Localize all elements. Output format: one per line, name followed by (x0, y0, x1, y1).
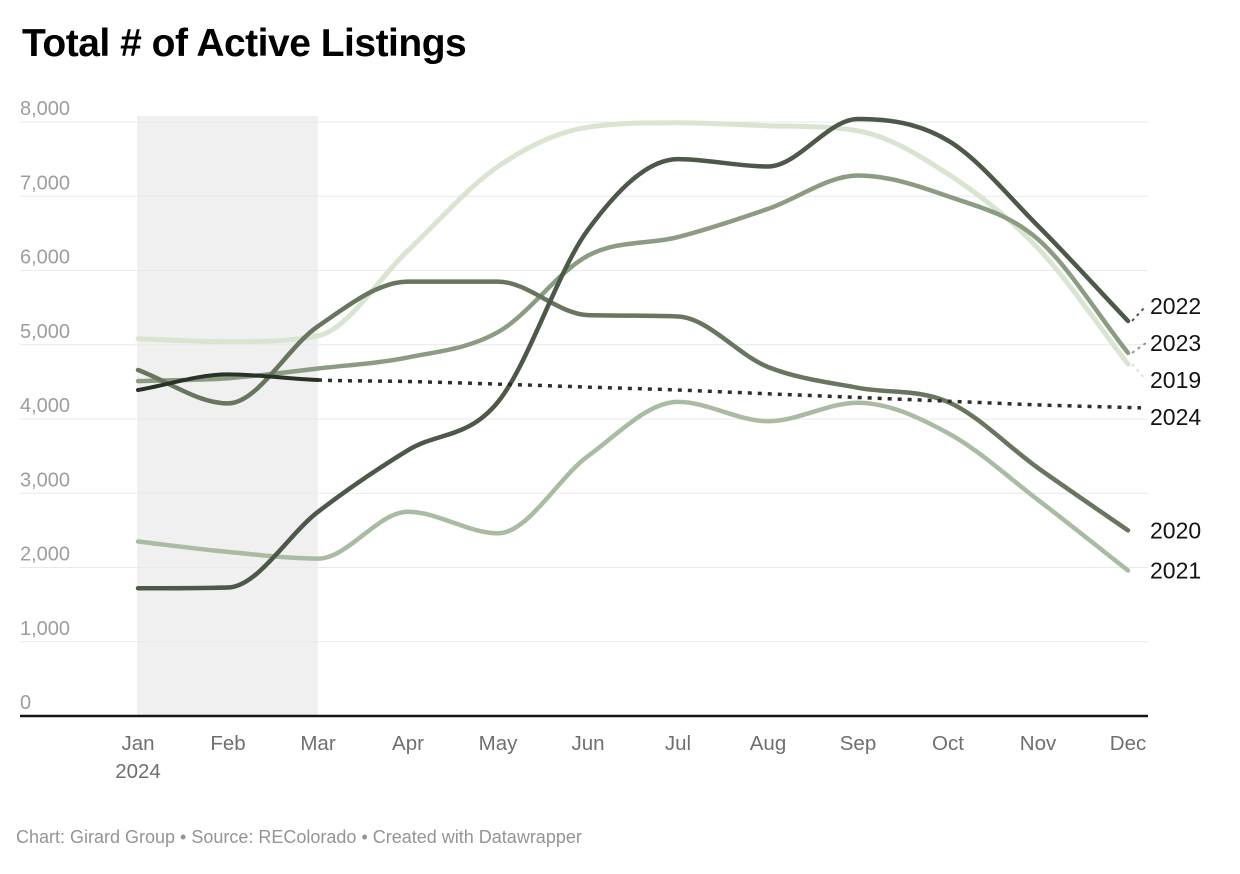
y-tick-label: 5,000 (20, 321, 70, 343)
highlight-band-jan-mar (137, 116, 318, 715)
label-leader-line-2019 (1131, 363, 1147, 381)
series-line-2022[interactable] (135, 116, 1131, 591)
y-tick-label: 1,000 (20, 618, 70, 640)
y-tick-label: 0 (20, 692, 31, 714)
chart-footer-byline: Chart: Girard Group • Source: REColorado… (16, 827, 582, 847)
x-tick-year-label: 2024 (115, 760, 161, 783)
label-leader-line-2022 (1131, 305, 1147, 322)
x-tick-label: Jul (665, 732, 691, 755)
series-label-2020[interactable]: 2020 (1150, 517, 1201, 543)
x-tick-label: Mar (300, 732, 335, 755)
x-tick-label: Nov (1020, 732, 1057, 755)
series-line-2020[interactable] (135, 279, 1131, 533)
y-tick-label: 6,000 (20, 247, 70, 269)
series-label-2024[interactable]: 2024 (1150, 404, 1201, 430)
x-tick-label: Dec (1110, 732, 1146, 755)
series-label-2019[interactable]: 2019 (1150, 367, 1201, 393)
x-tick-label: Aug (750, 732, 786, 755)
chart-title: Total # of Active Listings (22, 22, 467, 65)
label-leader-line-2023 (1131, 342, 1147, 354)
series-label-2022[interactable]: 2022 (1150, 293, 1201, 319)
series-line-2019[interactable] (135, 120, 1131, 367)
x-tick-label: Jun (571, 732, 604, 755)
y-tick-label: 4,000 (20, 395, 70, 417)
x-tick-label: Feb (210, 732, 245, 755)
y-tick-label: 7,000 (20, 172, 70, 194)
x-tick-label: Apr (392, 732, 424, 755)
series-line-2023[interactable] (135, 173, 1131, 384)
x-tick-label: May (479, 732, 518, 755)
x-tick-label: Jan (121, 732, 154, 755)
x-tick-label: Sep (840, 732, 876, 755)
y-tick-label: 3,000 (20, 469, 70, 491)
series-line-2021[interactable] (135, 399, 1131, 573)
series-line-2024-projection[interactable] (317, 378, 1142, 410)
y-tick-label: 8,000 (20, 98, 70, 120)
x-tick-label: Oct (932, 732, 964, 755)
series-line-2024-actual[interactable] (136, 372, 320, 392)
series-label-2023[interactable]: 2023 (1150, 330, 1201, 356)
y-tick-label: 2,000 (20, 544, 70, 566)
series-label-2021[interactable]: 2021 (1150, 557, 1201, 583)
